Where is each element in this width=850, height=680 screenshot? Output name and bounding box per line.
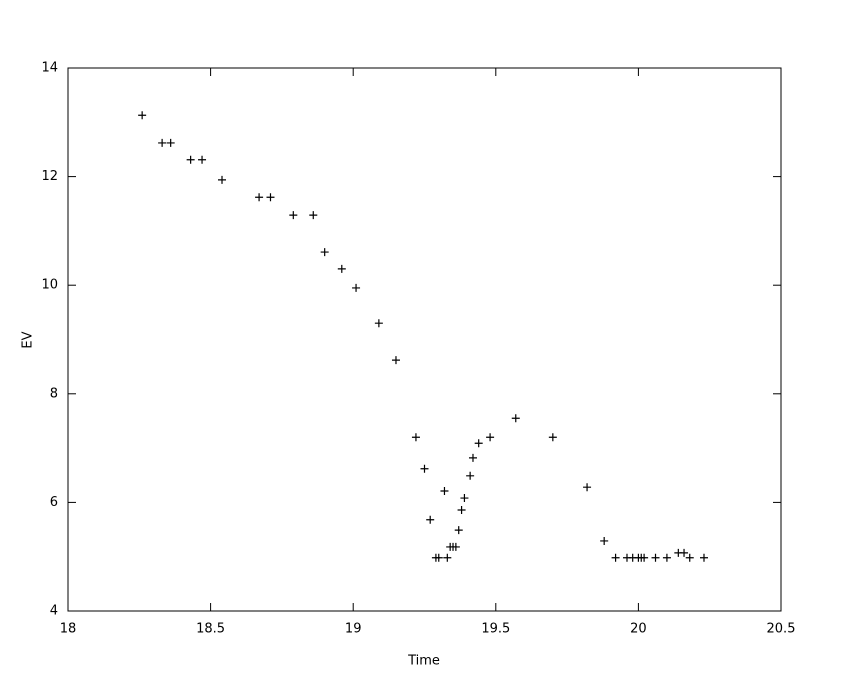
point [434, 553, 443, 562]
point [309, 211, 318, 220]
x-tick-label: 19 [345, 622, 362, 637]
point [391, 356, 400, 365]
point [600, 536, 609, 545]
point [454, 526, 463, 535]
y-tick-label: 6 [50, 495, 58, 510]
point [651, 553, 660, 562]
x-tick-label: 20.5 [767, 622, 796, 637]
x-tick-label: 20 [630, 622, 647, 637]
x-axis-label: Time [407, 654, 440, 669]
point [218, 175, 227, 184]
point [289, 211, 298, 220]
point [320, 248, 329, 257]
point [699, 553, 708, 562]
point [443, 553, 452, 562]
y-axis-label: EV [21, 331, 36, 348]
point [511, 414, 520, 423]
x-tick-label: 19.5 [481, 622, 510, 637]
point [583, 483, 592, 492]
point [411, 433, 420, 442]
point [468, 453, 477, 462]
point [186, 155, 195, 164]
point [548, 433, 557, 442]
point [662, 553, 671, 562]
point [166, 138, 175, 147]
point [440, 486, 449, 495]
point [611, 553, 620, 562]
point [460, 494, 469, 503]
point [486, 433, 495, 442]
point [255, 193, 264, 202]
point [198, 155, 207, 164]
point [680, 548, 689, 557]
point [685, 553, 694, 562]
y-tick-label: 8 [50, 386, 58, 401]
point [426, 515, 435, 524]
y-tick-label: 10 [41, 278, 58, 293]
point [457, 506, 466, 515]
point [420, 464, 429, 473]
y-tick-label: 12 [41, 169, 58, 184]
point [158, 138, 167, 147]
x-tick-label: 18 [60, 622, 77, 637]
y-tick-label: 14 [41, 61, 58, 76]
x-tick-label: 18.5 [196, 622, 225, 637]
y-tick-label: 4 [50, 604, 58, 619]
point [138, 111, 147, 120]
point [374, 319, 383, 328]
point [352, 283, 361, 292]
plot-frame [67, 67, 782, 612]
point [640, 553, 649, 562]
point [266, 193, 275, 202]
point [451, 542, 460, 551]
point [337, 264, 346, 273]
point [466, 471, 475, 480]
point [474, 439, 483, 448]
